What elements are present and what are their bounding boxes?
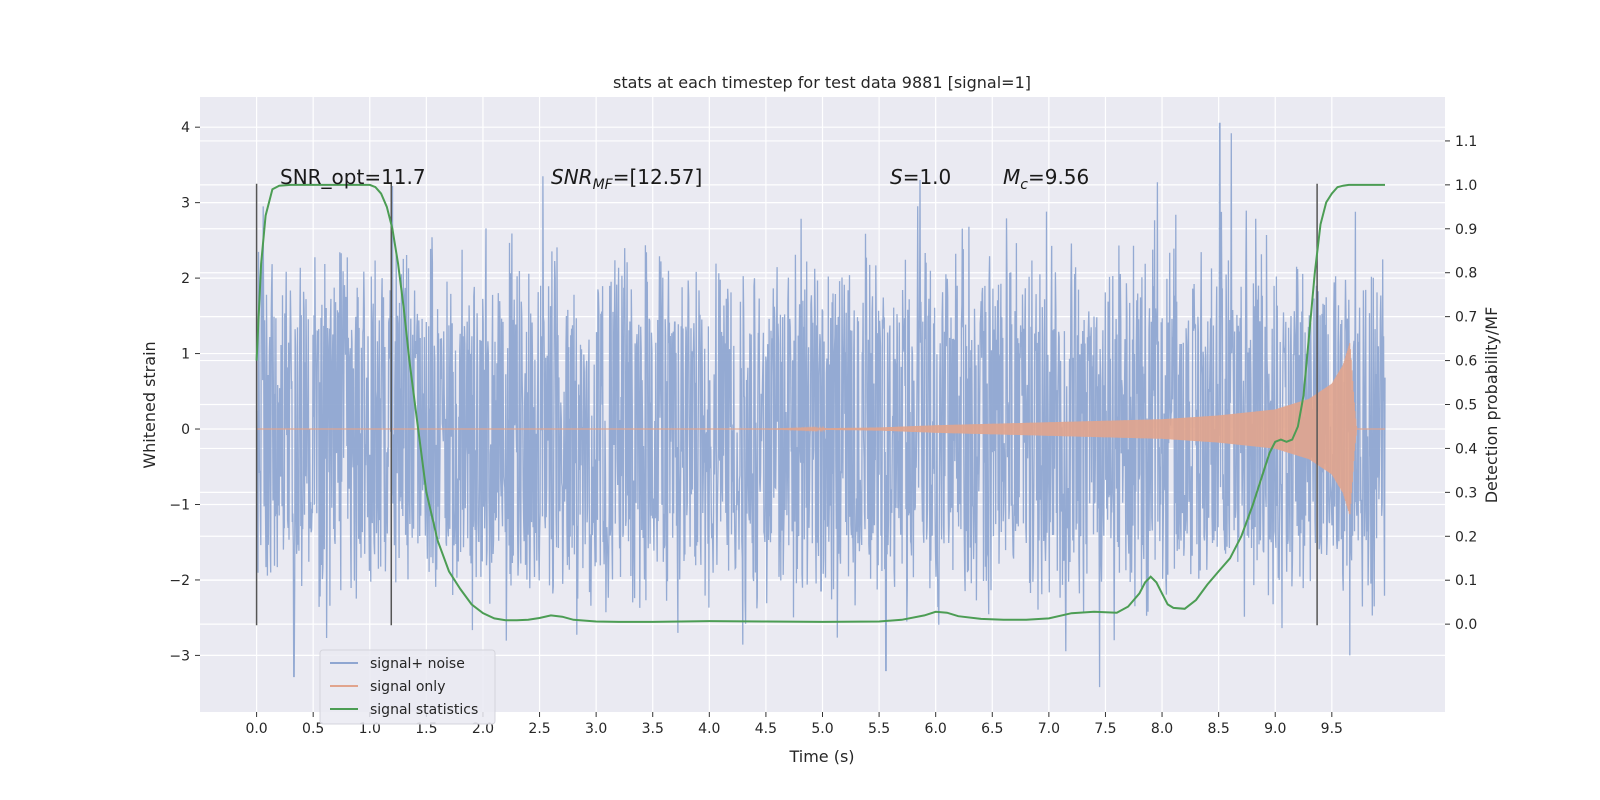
y-right-tick-label: 0.7 xyxy=(1455,310,1477,326)
y-left-tick-label: 3 xyxy=(181,196,190,212)
x-tick-label: 5.0 xyxy=(811,721,833,737)
series-signal-plus-noise xyxy=(255,122,1386,688)
legend-label-signal-statistics: signal statistics xyxy=(370,702,478,718)
signal-only-line xyxy=(256,343,1385,515)
x-tick-label: 7.0 xyxy=(1038,721,1060,737)
y-right-tick-label: 1.1 xyxy=(1455,134,1477,150)
y-left-tick-label: −3 xyxy=(169,648,190,664)
y-right-tick-label: 0.6 xyxy=(1455,354,1477,370)
annotation-snr-mf: SNRMF=[12.57] xyxy=(551,165,702,193)
x-tick-label: 4.5 xyxy=(755,721,777,737)
legend-label-signal-plus-noise: signal+ noise xyxy=(370,656,465,672)
x-tick-label: 2.0 xyxy=(472,721,494,737)
signal-statistics-line xyxy=(255,183,1385,623)
legend: signal+ noise signal only signal statist… xyxy=(319,649,496,725)
x-tick-label: 7.5 xyxy=(1094,721,1116,737)
y-left-tick-label: 0 xyxy=(181,422,190,438)
x-tick-label: 0.5 xyxy=(302,721,324,737)
y-right-tick-label: 0.0 xyxy=(1455,617,1477,633)
y-right-tick-label: 0.2 xyxy=(1455,529,1477,545)
x-tick-label: 8.0 xyxy=(1151,721,1173,737)
y-right-tick-label: 0.4 xyxy=(1455,441,1477,457)
annotation-snr-mf-value: =[12.57] xyxy=(613,165,703,189)
axis-ticks: 0.0 0.5 1.0 1.5 2.0 2.5 3.0 3.5 4.0 4.5 5.0 5.5 6.0 6… xyxy=(169,120,1477,737)
x-tick-label: 6.0 xyxy=(925,721,947,737)
y-axis-label-right: Detection probability/MF xyxy=(1482,307,1501,504)
x-tick-label: 9.5 xyxy=(1321,721,1343,737)
y-left-tick-label: −2 xyxy=(169,573,190,589)
y-right-tick-label: 0.9 xyxy=(1455,222,1477,238)
annotations: SNR_opt=11.7 SNRMF=[12.57] S=1.0 Mc=9.56 xyxy=(280,165,1089,193)
x-tick-label: 8.5 xyxy=(1208,721,1230,737)
x-tick-label: 1.0 xyxy=(359,721,381,737)
y-left-tick-label: 4 xyxy=(181,120,190,136)
y-right-tick-label: 0.5 xyxy=(1455,398,1477,414)
x-tick-label: 1.5 xyxy=(415,721,437,737)
x-tick-label: 3.5 xyxy=(642,721,664,737)
annotation-s-main: S xyxy=(890,165,903,189)
x-tick-label: 2.5 xyxy=(528,721,550,737)
y-right-tick-label: 1.0 xyxy=(1455,178,1477,194)
legend-label-signal-only: signal only xyxy=(370,679,445,695)
x-tick-label: 9.0 xyxy=(1264,721,1286,737)
annotation-snr-opt: SNR_opt=11.7 xyxy=(280,165,426,189)
series-signal-statistics xyxy=(255,183,1385,623)
annotation-snr-mf-sub: MF xyxy=(593,177,614,193)
y-right-tick-label: 0.8 xyxy=(1455,266,1477,282)
annotation-s-value: =1.0 xyxy=(903,165,952,189)
y-left-tick-label: 1 xyxy=(181,347,190,363)
annotation-mc-sub: c xyxy=(1020,177,1028,193)
annotation-s: S=1.0 xyxy=(890,165,951,189)
y-axis-label-left: Whitened strain xyxy=(140,341,159,468)
y-left-tick-label: 2 xyxy=(181,271,190,287)
y-right-tick-label: 0.3 xyxy=(1455,485,1477,501)
chart-title: stats at each timestep for test data 988… xyxy=(613,73,1031,92)
x-tick-label: 6.5 xyxy=(981,721,1003,737)
x-axis-label: Time (s) xyxy=(788,747,854,766)
x-tick-label: 5.5 xyxy=(868,721,890,737)
y-left-tick-label: −1 xyxy=(169,497,190,513)
legend-box xyxy=(319,649,496,725)
signal-plus-noise-line xyxy=(255,122,1386,688)
annotation-mc-main: M xyxy=(1003,165,1020,189)
x-tick-label: 0.0 xyxy=(245,721,267,737)
annotation-mc-value: =9.56 xyxy=(1028,165,1089,189)
y-right-tick-label: 0.1 xyxy=(1455,573,1477,589)
annotation-mc: Mc=9.56 xyxy=(1003,165,1089,193)
x-tick-label: 3.0 xyxy=(585,721,607,737)
annotation-snr-mf-main: SNR xyxy=(551,165,593,189)
x-tick-label: 4.0 xyxy=(698,721,720,737)
series-signal-only xyxy=(256,343,1385,515)
